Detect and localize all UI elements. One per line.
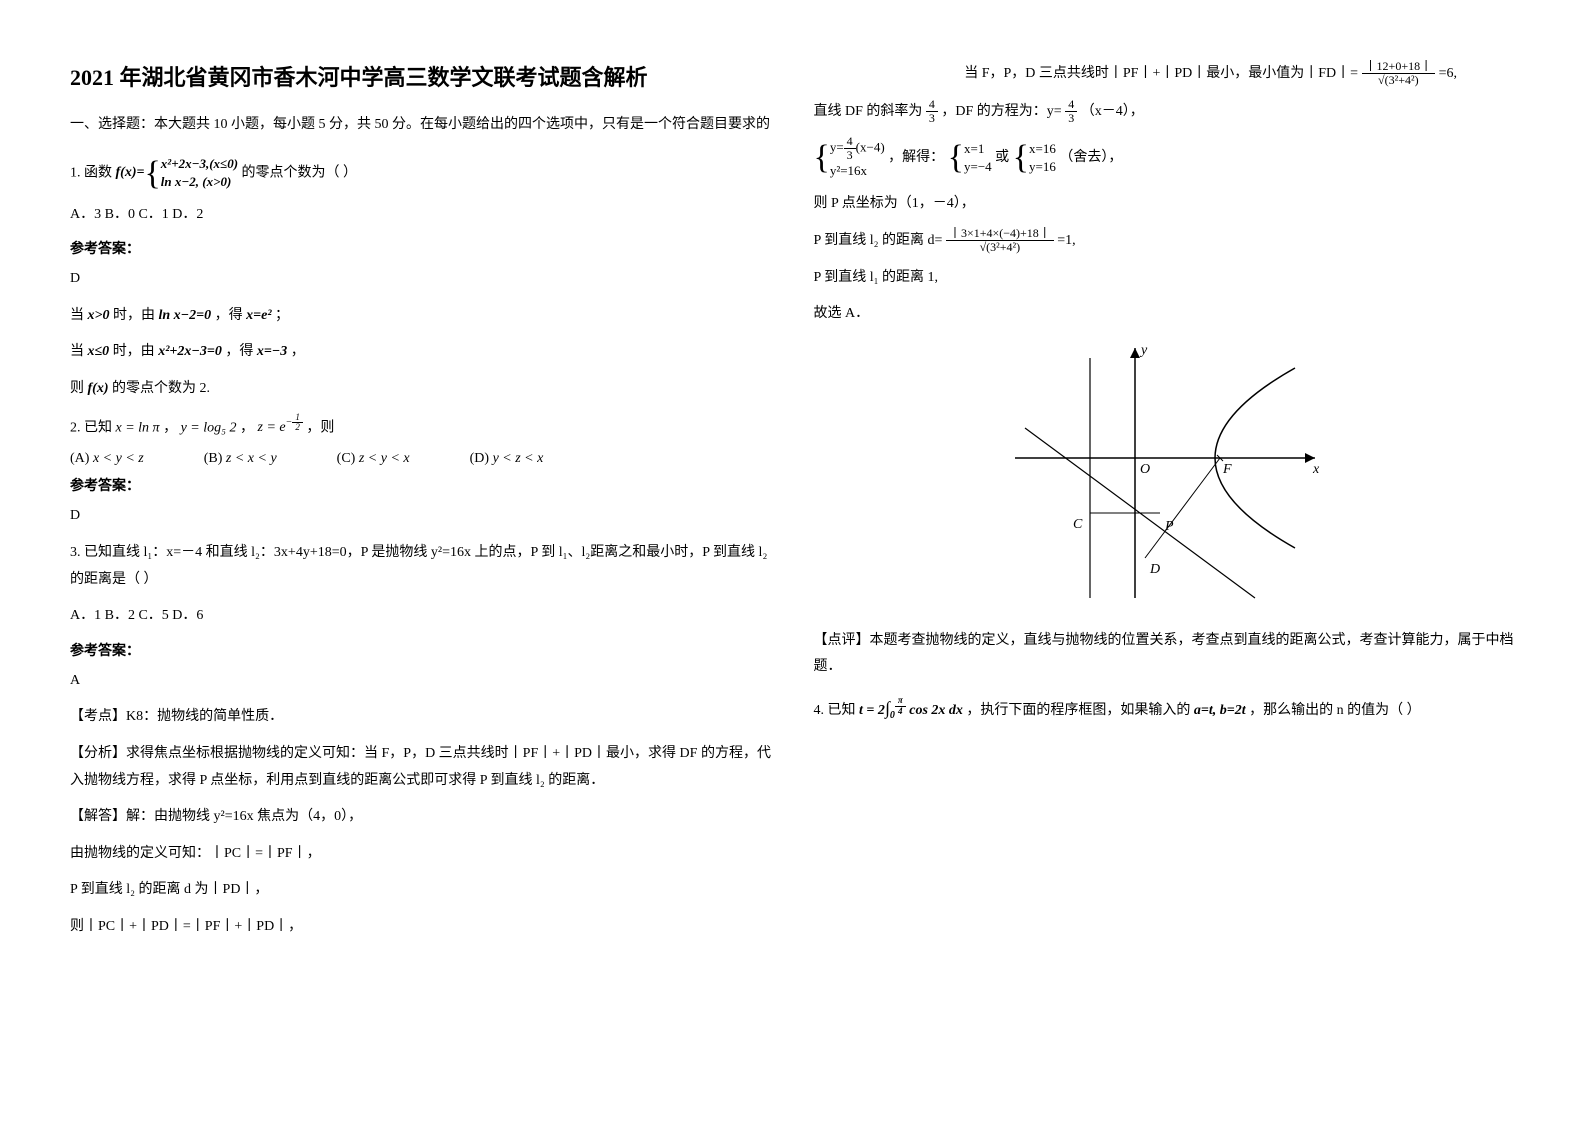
q3-answer: A xyxy=(70,668,774,695)
q3-point: 【考点】K8：抛物线的简单性质． xyxy=(70,704,774,731)
q3-options: A．1 B．2 C．5 D．6 xyxy=(70,603,774,630)
q4-stem: 4. 已知 t = 2∫0π4 cos 2x dx ，执行下面的程序框图，如果输… xyxy=(814,691,1518,725)
p-dist-l1: P 到直线 l₁ 的距离 1, xyxy=(814,265,1518,292)
q3-analysis: 【分析】求得焦点坐标根据抛物线的定义可知：当 F，P，D 三点共线时丨PF丨+丨… xyxy=(70,741,774,794)
q1-piece2: ln x−2, (x>0) xyxy=(161,173,238,191)
q3-solve2: P 到直线 l₂ 的距离 d 为丨PD丨， xyxy=(70,877,774,904)
q1-explain3: 则 f(x) 的零点个数为 2. xyxy=(70,376,774,403)
q1-piece1: x²+2x−3,(x≤0) xyxy=(161,155,238,173)
q1-explain2: 当 x≤0 时，由 x²+2x−3=0 ，得 x=−3 ， xyxy=(70,339,774,366)
label-F: F xyxy=(1222,462,1232,477)
brace-icon: { xyxy=(814,144,830,171)
line-fd xyxy=(1145,458,1220,558)
q2-stem: 2. 已知 x = ln π ， y = log₅ 2 ， z = e−12 ，… xyxy=(70,413,774,442)
p-coord: 则 P 点坐标为（1，－4）， xyxy=(814,191,1518,218)
q3-answer-label: 参考答案： xyxy=(70,640,774,660)
parabola-diagram: y x O F C P D xyxy=(995,338,1335,618)
q3-stem: 3. 已知直线 l₁：x=－4 和直线 l₂：3x+4y+18=0，P 是抛物线… xyxy=(70,540,774,593)
label-x: x xyxy=(1312,462,1320,477)
df-slope: 直线 DF 的斜率为 43 ，DF 的方程为：y= 43 （x－4）， xyxy=(814,98,1518,126)
q1-answer-label: 参考答案： xyxy=(70,238,774,258)
choose-a: 故选 A． xyxy=(814,301,1518,328)
q1-answer: D xyxy=(70,266,774,293)
system-eq: { y=43(x−4) y²=16x ，解得： { x=1 y=−4 或 { x… xyxy=(814,135,1518,181)
q2-answer: D xyxy=(70,503,774,530)
q3-solve1: 由抛物线的定义可知：丨PC丨=丨PF丨， xyxy=(70,841,774,868)
p-dist-l2: P 到直线 l₂ 的距离 d= 丨3×1+4×(−4)+18丨√(3²+4²) … xyxy=(814,227,1518,255)
q2-answer-label: 参考答案： xyxy=(70,475,774,495)
q1-suffix: 的零点个数为（ ） xyxy=(242,166,358,181)
q3-comment: 【点评】本题考查抛物线的定义，直线与抛物线的位置关系，考查点到直线的距离公式，考… xyxy=(814,628,1518,681)
q4-expr: t = 2∫0π4 cos 2x dx xyxy=(859,703,966,718)
q1-stem: 1. 函数 f(x)= { x²+2x−3,(x≤0) ln x−2, (x>0… xyxy=(70,155,774,191)
label-P: P xyxy=(1164,519,1174,534)
q1-func: f(x)= { x²+2x−3,(x≤0) ln x−2, (x>0) xyxy=(116,155,239,191)
label-O: O xyxy=(1140,462,1150,477)
q1-options: A．3 B．0 C．1 D．2 xyxy=(70,202,774,229)
fd-calc: 当 F，P，D 三点共线时丨PF丨+丨PD丨最小，最小值为丨FD丨= 丨12+0… xyxy=(814,60,1518,88)
diagram-svg: y x O F C P D xyxy=(995,338,1335,618)
q3-solve-label: 【解答】解：由抛物线 y²=16x 焦点为（4，0）， xyxy=(70,804,774,831)
brace-icon: { xyxy=(948,144,964,171)
y-arrow-icon xyxy=(1130,348,1140,358)
label-C: C xyxy=(1073,517,1083,532)
right-column: 当 F，P，D 三点共线时丨PF丨+丨PD丨最小，最小值为丨FD丨= 丨12+0… xyxy=(794,60,1538,1062)
label-D: D xyxy=(1149,562,1160,577)
section-heading: 一、选择题：本大题共 10 小题，每小题 5 分，共 50 分。在每小题给出的四… xyxy=(70,112,774,137)
q2-options: (A) x < y < z (B) z < x < y (C) z < y < … xyxy=(70,451,774,467)
label-y: y xyxy=(1139,343,1148,358)
brace-icon: { xyxy=(144,160,160,187)
q1-explain1: 当 x>0 时，由 ln x−2=0 ，得 x=e² ； xyxy=(70,303,774,330)
q1-func-label: f(x)= xyxy=(116,160,145,187)
brace-icon: { xyxy=(1013,144,1029,171)
q3-solve3: 则丨PC丨+丨PD丨=丨PF丨+丨PD丨， xyxy=(70,914,774,941)
q1-prefix: 1. 函数 xyxy=(70,166,112,181)
left-column: 2021 年湖北省黄冈市香木河中学高三数学文联考试题含解析 一、选择题：本大题共… xyxy=(50,60,794,1062)
page-title: 2021 年湖北省黄冈市香木河中学高三数学文联考试题含解析 xyxy=(70,60,774,92)
q2-expr3: z = e−12 xyxy=(258,420,307,435)
